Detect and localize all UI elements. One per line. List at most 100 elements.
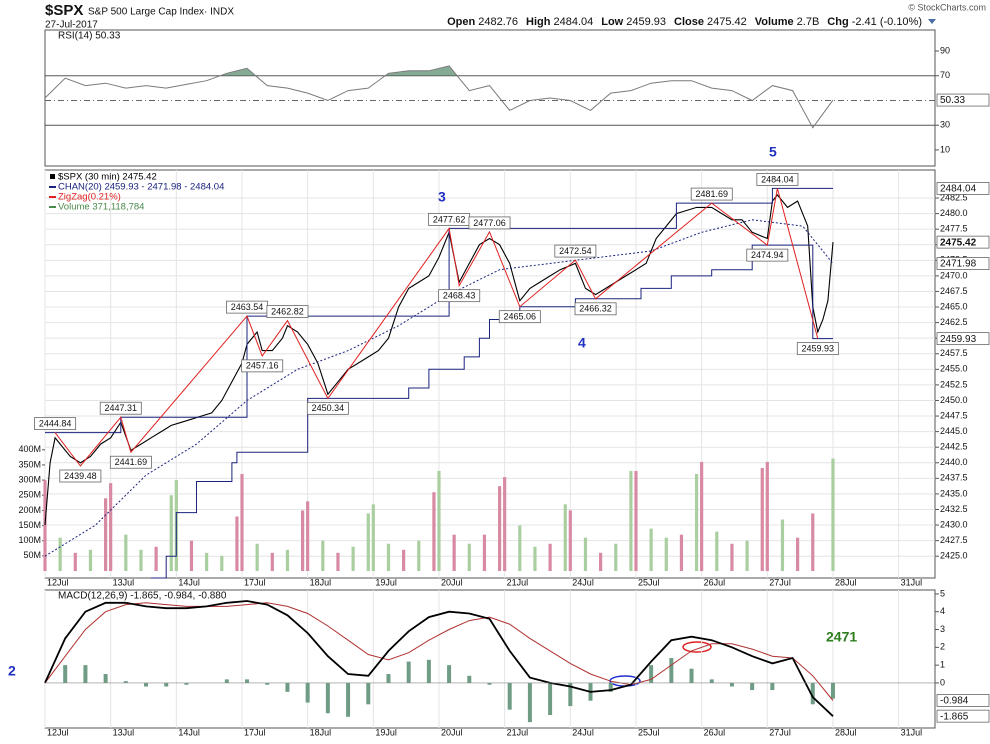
legend: MACD(12,26,9) -1.865, -0.984, -0.880 [58,591,227,602]
histogram-bar [164,682,169,687]
zigzag-label-box [99,401,142,415]
zigzag-label: 2444.84 [39,418,72,428]
annotation: 4 [578,335,586,351]
histogram-bar [770,682,775,691]
histogram-bar [265,682,270,685]
last-value-box [936,182,990,195]
zigzag-label-box [306,401,349,415]
zigzag-label-box [438,289,481,303]
zigzag-label: 2477.62 [433,214,466,224]
y-tick-label: 1 [940,660,945,670]
volume-bar [285,549,290,572]
volume-bar [568,510,572,572]
security-name: S&P 500 Large Cap Index· INDX [88,7,234,18]
x-tick-label: 24Jul [572,727,594,737]
last-value-box [936,93,990,107]
y-tick-label: 0 [940,677,945,687]
histogram-bar [325,682,330,714]
volume-bar [482,534,487,572]
quote-label: Open [447,16,475,28]
quote-label: High [526,16,551,28]
volume-bar [220,555,224,572]
y2-tick-label: 350M [18,459,41,469]
annotation: 2 [8,663,16,679]
y-tick-label: 2437.5 [940,473,968,483]
volume-bar [336,552,340,572]
zigzag-label-box [690,187,733,201]
last-value-box [936,709,990,723]
histogram-bar [750,682,755,691]
x-tick-label: 26Jul [704,727,726,737]
volume-bar [629,470,633,572]
histogram-bar [649,665,654,683]
x-tick-label: 21Jul [507,727,529,737]
zigzag-label: 2484.04 [761,174,794,184]
last-value-label: 2471.98 [940,259,977,270]
histogram-bar [568,682,573,707]
quote-value: 2484.04 [553,16,593,28]
volume-bar [563,504,567,572]
histogram-bar [144,682,149,687]
histogram-bar [810,682,815,705]
zigzag-label-box [468,216,511,230]
volume-bar [437,470,441,572]
volume-bar [371,504,375,572]
volume-bar [452,534,456,572]
quote-value: 2459.93 [626,16,666,28]
histogram-bar [63,665,68,683]
y-tick-label: 30 [940,120,950,130]
zigzag-label: 2481.69 [695,189,728,199]
zigzag-label-box [109,455,152,469]
y2-tick-label: 400M [18,444,41,454]
y-tick-label: 2455.0 [940,364,968,374]
x-tick-label: 28Jul [835,577,857,587]
volume-bar [796,537,800,572]
last-value-box [936,694,990,707]
histogram-bar [709,679,714,683]
x-tick-label: 12Jul [47,727,69,737]
zigzag-label: 2462.82 [271,306,304,316]
histogram-bar [366,682,371,705]
y-tick-label: 2425.0 [940,551,968,561]
x-tick-label: 27Jul [769,577,791,587]
volume-bar [43,480,47,572]
zigzag-label: 2439.48 [64,471,97,481]
last-value-box [936,332,990,346]
channel-line [45,187,833,434]
volume-bar [139,549,143,572]
histogram-bar [669,658,674,683]
last-value-label: 2484.04 [940,184,977,195]
y-tick-label: 2452.5 [940,379,968,389]
histogram-bar [608,682,613,692]
x-tick-label: 27Jul [769,727,791,737]
dropdown-arrow [928,19,936,24]
y-tick-label: 2445.0 [940,426,968,436]
last-value-label: -0.984 [940,696,969,707]
price-line [44,194,834,526]
zigzag-label: 2466.32 [579,304,612,314]
volume-bar [306,501,310,572]
last-value-box [936,235,990,249]
volume-bar [715,531,719,572]
y-tick-label: 2482.5 [940,192,968,202]
volume-bar [154,546,158,572]
volume-bar [831,458,835,572]
quote-value: -2.41 (-0.10%) [852,16,922,28]
volume-bar [255,543,259,572]
legend-entry: CHAN(20) 2459.93 - 2471.98 - 2484.04 [58,182,224,193]
zigzag-label: 2477.06 [473,218,506,228]
volume-bar [614,543,618,572]
highlight-ellipse [682,641,712,653]
y-tick-label: 2432.5 [940,504,968,514]
zigzag-label: 2457.16 [246,361,279,371]
histogram-bar [103,674,108,683]
zigzag-label: 2465.06 [504,312,537,322]
volume-bar [402,549,406,572]
macd-line [44,602,834,701]
volume-bar [432,492,436,572]
last-value-label: -1.865 [940,711,969,722]
y-tick-label: 2467.5 [940,286,968,296]
volume-bar [205,552,209,572]
annotation: 2471 [826,629,857,645]
quote-value: 2475.42 [707,16,747,28]
